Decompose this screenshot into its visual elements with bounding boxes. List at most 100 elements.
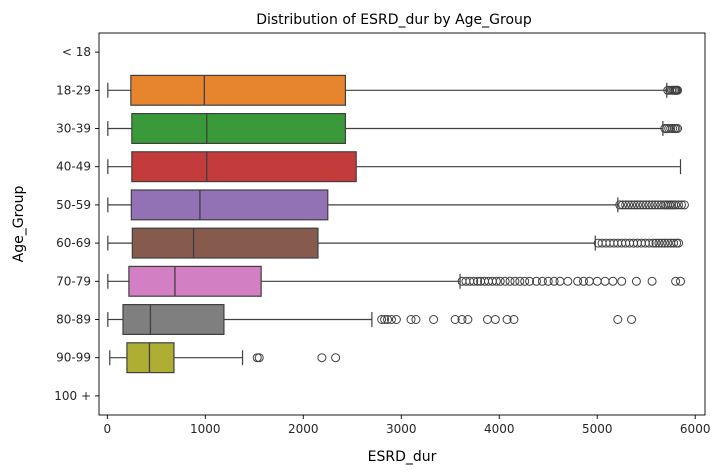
outlier-point [500, 276, 510, 286]
chart-title: Distribution of ESRD_dur by Age_Group [256, 12, 532, 28]
outlier-point [627, 200, 637, 210]
outlier-point [482, 315, 492, 324]
outlier-point [509, 315, 519, 324]
outlier-point [644, 200, 654, 210]
outlier-point [563, 276, 573, 286]
outlier-point [635, 200, 645, 210]
box [126, 342, 175, 374]
box-group-4 [107, 189, 689, 221]
outlier-point [644, 238, 654, 248]
outlier-point [515, 276, 525, 286]
x-axis-title: ESRD_dur [368, 449, 437, 465]
box [130, 189, 329, 221]
outlier-point [429, 315, 439, 324]
outlier-point [647, 200, 657, 210]
outlier-point [676, 276, 686, 286]
y-tick-label: 60-69 [56, 236, 91, 250]
y-tick-label: 100 + [54, 389, 91, 403]
x-tick-label: 1000 [190, 422, 221, 436]
outlier-point [673, 124, 683, 133]
y-axis-title: Age_Group [11, 186, 27, 263]
x-tick-label: 6000 [680, 422, 711, 436]
outlier-point [651, 238, 661, 248]
outlier-point [391, 315, 401, 324]
x-tick-label: 3000 [386, 422, 417, 436]
box [131, 227, 319, 259]
outlier-point [613, 315, 623, 324]
outlier-point [491, 276, 501, 286]
box-group-1 [107, 74, 683, 106]
outlier-point [579, 276, 589, 286]
outlier-point [673, 85, 683, 95]
outlier-point [641, 200, 651, 210]
outlier-point [671, 276, 681, 286]
x-tick-label: 0 [104, 422, 112, 436]
outlier-point [615, 200, 625, 210]
outlier-point [490, 315, 500, 324]
outlier-point [495, 276, 505, 286]
outlier-point [473, 276, 483, 286]
outlier-point [608, 276, 618, 286]
outlier-point [679, 200, 689, 210]
box [128, 265, 262, 297]
outlier-point [584, 276, 594, 286]
outlier-point [520, 276, 530, 286]
y-tick-label: 90-99 [56, 351, 91, 365]
y-tick-label: 80-89 [56, 313, 91, 327]
box-group-2 [107, 113, 683, 144]
outlier-point [331, 353, 341, 363]
y-tick-label: 30-39 [56, 122, 91, 136]
y-tick-label: < 18 [62, 45, 91, 59]
outlier-point [656, 200, 666, 210]
x-tick-label: 4000 [484, 422, 515, 436]
outlier-point [457, 315, 467, 324]
outlier-point [543, 276, 553, 286]
y-axis: < 18 18-29 30-39 40-49 50-59 60-69 70-79 80-89 9… [54, 45, 99, 403]
outlier-point [600, 276, 610, 286]
outlier-point [657, 238, 667, 248]
box-group-7 [107, 304, 637, 335]
outlier-point [621, 200, 631, 210]
y-tick-label: 40-49 [56, 160, 91, 174]
x-axis: 0 1000 2000 3000 4000 5000 6000 [104, 415, 711, 436]
box-group-8 [109, 342, 341, 374]
outlier-point [676, 200, 686, 210]
outlier-point [463, 315, 473, 324]
outlier-point [377, 315, 387, 324]
outlier-point [505, 276, 515, 286]
outlier-point [537, 276, 547, 286]
outlier-point [617, 276, 627, 286]
outlier-point [629, 200, 639, 210]
outlier-point [638, 200, 648, 210]
outlier-point [406, 315, 416, 324]
outlier-point [632, 200, 642, 210]
outlier-point [669, 238, 679, 248]
box [131, 151, 357, 183]
box [130, 74, 347, 106]
outlier-point [411, 315, 421, 324]
outlier-point [549, 276, 559, 286]
outlier-point [254, 353, 264, 363]
outlier-point [252, 353, 262, 363]
outlier-point [386, 315, 396, 324]
y-tick-label: 50-59 [56, 198, 91, 212]
outlier-point [674, 200, 684, 210]
outlier-point [510, 276, 520, 286]
outlier-point [469, 276, 479, 286]
outlier-point [650, 200, 660, 210]
outlier-point [502, 315, 512, 324]
outlier-point [317, 353, 327, 363]
outlier-point [624, 200, 634, 210]
x-tick-label: 2000 [288, 422, 319, 436]
outlier-point [631, 276, 641, 286]
plot-frame [98, 32, 706, 416]
y-tick-label: 18-29 [56, 83, 91, 97]
box [131, 113, 347, 144]
outlier-point [592, 276, 602, 286]
outlier-point [671, 200, 681, 210]
outlier-point [654, 238, 664, 248]
outlier-point [531, 276, 541, 286]
x-tick-label: 5000 [582, 422, 613, 436]
